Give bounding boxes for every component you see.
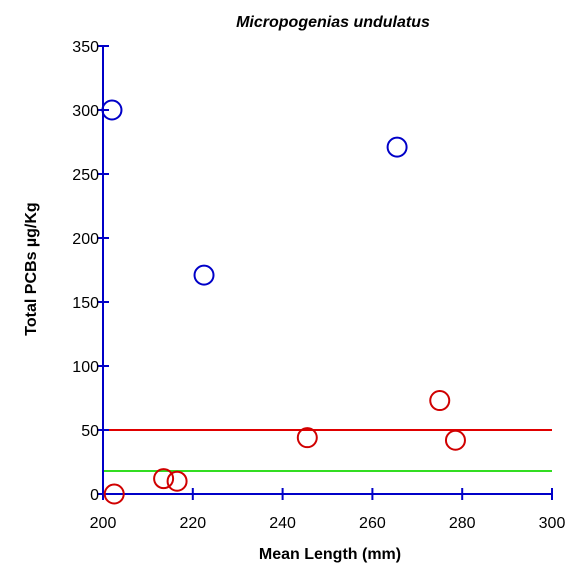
data-point (153, 468, 175, 490)
data-point (193, 264, 215, 286)
y-tick-label: 50 (81, 423, 99, 440)
x-tick-label: 300 (539, 515, 566, 532)
x-tick-label: 200 (90, 515, 117, 532)
y-tick-label: 300 (72, 103, 99, 120)
plot-area: 0 50 100 150 200 250 300 350 200 220 240 260 280 300 (72, 39, 565, 532)
data-point (296, 427, 318, 449)
data-point (386, 136, 408, 158)
x-axis-label: Mean Length (mm) (259, 546, 401, 563)
y-tick-label: 150 (72, 295, 99, 312)
chart-title: Micropogenias undulatus (236, 14, 430, 31)
y-tick-label: 350 (72, 39, 99, 56)
y-tick-label: 0 (90, 487, 99, 504)
y-tick-label: 100 (72, 359, 99, 376)
x-tick-label: 260 (359, 515, 386, 532)
data-point (103, 483, 125, 505)
x-tick-label: 280 (449, 515, 476, 532)
data-point (429, 390, 451, 412)
x-tick-label: 220 (179, 515, 206, 532)
data-point (166, 470, 188, 492)
data-point (444, 429, 466, 451)
y-tick-label: 250 (72, 167, 99, 184)
y-tick-label: 200 (72, 231, 99, 248)
data-point (101, 99, 123, 121)
x-tick-label: 240 (269, 515, 296, 532)
y-axis-label: Total PCBs µg/Kg (23, 202, 40, 335)
